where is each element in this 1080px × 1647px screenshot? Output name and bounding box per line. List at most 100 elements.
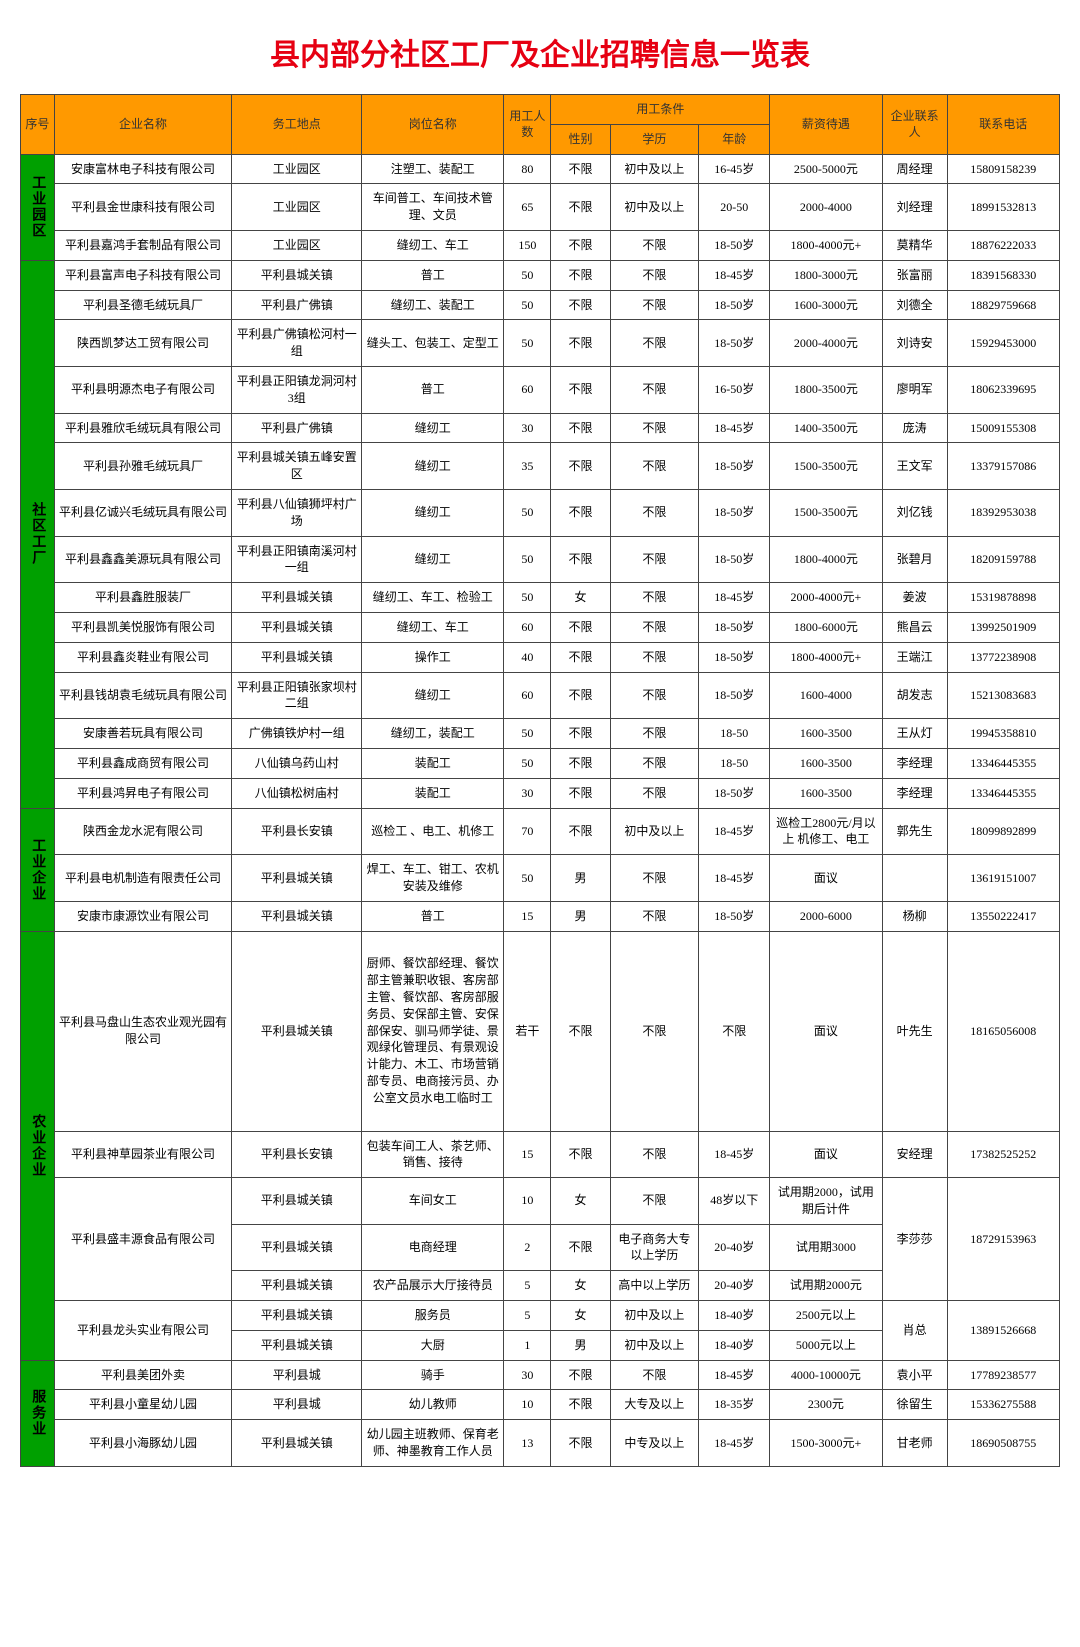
table-row: 服务业平利县美团外卖平利县城骑手30不限不限18-45岁4000-10000元袁… xyxy=(21,1360,1060,1390)
table-cell: 广佛镇铁炉村一组 xyxy=(232,719,362,749)
table-row: 平利县明源杰电子有限公司平利县正阳镇龙洞河村3组普工60不限不限16-50岁18… xyxy=(21,366,1060,413)
table-cell: 15929453000 xyxy=(947,320,1059,367)
table-cell: 王端江 xyxy=(882,642,947,672)
table-cell: 男 xyxy=(551,901,610,931)
table-cell: 18391568330 xyxy=(947,260,1059,290)
table-row: 平利县鑫胜服装厂平利县城关镇缝纫工、车工、检验工50女不限18-45岁2000-… xyxy=(21,583,1060,613)
table-cell: 平利县长安镇 xyxy=(232,1131,362,1178)
table-cell: 不限 xyxy=(551,1420,610,1467)
table-cell: 18-45岁 xyxy=(699,1131,770,1178)
table-cell: 50 xyxy=(504,855,551,902)
table-cell: 平利县长安镇 xyxy=(232,808,362,855)
table-cell: 平利县美团外卖 xyxy=(54,1360,231,1390)
table-cell: 不限 xyxy=(551,808,610,855)
table-cell: 18165056008 xyxy=(947,931,1059,1131)
table-cell: 刘德全 xyxy=(882,290,947,320)
table-cell: 廖明军 xyxy=(882,366,947,413)
table-cell: 平利县富声电子科技有限公司 xyxy=(54,260,231,290)
table-cell: 平利县城关镇 xyxy=(232,1224,362,1271)
table-cell: 13346445355 xyxy=(947,748,1059,778)
table-cell: 60 xyxy=(504,612,551,642)
table-cell: 18209159788 xyxy=(947,536,1059,583)
table-row: 平利县钱胡袁毛绒玩具有限公司平利县正阳镇张家坝村二组缝纫工60不限不限18-50… xyxy=(21,672,1060,719)
table-cell: 平利县电机制造有限责任公司 xyxy=(54,855,231,902)
table-cell: 15809158239 xyxy=(947,154,1059,184)
table-cell: 平利县城关镇 xyxy=(232,612,362,642)
table-cell: 18829759668 xyxy=(947,290,1059,320)
table-cell: 18-45岁 xyxy=(699,808,770,855)
table-cell: 莫精华 xyxy=(882,230,947,260)
table-cell: 普工 xyxy=(362,366,504,413)
table-row: 安康善若玩具有限公司广佛镇铁炉村一组缝纫工，装配工50不限不限18-501600… xyxy=(21,719,1060,749)
table-cell: 缝纫工、车工 xyxy=(362,612,504,642)
table-cell: 不限 xyxy=(551,230,610,260)
table-cell: 不限 xyxy=(551,642,610,672)
table-cell: 18-50岁 xyxy=(699,778,770,808)
table-cell: 安康善若玩具有限公司 xyxy=(54,719,231,749)
table-cell: 平利县金世康科技有限公司 xyxy=(54,184,231,231)
table-cell: 18-45岁 xyxy=(699,583,770,613)
table-cell: 1600-3500 xyxy=(770,778,882,808)
table-cell: 巡检工 、电工、机修工 xyxy=(362,808,504,855)
table-cell: 平利县城关镇 xyxy=(232,931,362,1131)
table-row: 社区工厂平利县富声电子科技有限公司平利县城关镇普工50不限不限18-45岁180… xyxy=(21,260,1060,290)
table-cell: 平利县八仙镇狮坪村广场 xyxy=(232,489,362,536)
table-cell: 13550222417 xyxy=(947,901,1059,931)
table-row: 农业企业平利县马盘山生态农业观光园有限公司平利县城关镇厨师、餐饮部经理、餐饮部主… xyxy=(21,931,1060,1131)
table-cell: 50 xyxy=(504,719,551,749)
table-cell: 2000-4000元 xyxy=(770,320,882,367)
table-row: 平利县神草园茶业有限公司平利县长安镇包装车间工人、茶艺师、销售、接待15不限不限… xyxy=(21,1131,1060,1178)
table-cell: 张富丽 xyxy=(882,260,947,290)
table-cell: 陕西金龙水泥有限公司 xyxy=(54,808,231,855)
table-cell: 13 xyxy=(504,1420,551,1467)
table-cell: 不限 xyxy=(610,320,699,367)
table-cell: 1600-3000元 xyxy=(770,290,882,320)
table-cell: 平利县城关镇 xyxy=(232,1271,362,1301)
table-cell: 平利县正阳镇南溪河村一组 xyxy=(232,536,362,583)
header-conditions: 用工条件 xyxy=(551,95,770,125)
table-row: 平利县鑫炎鞋业有限公司平利县城关镇操作工40不限不限18-50岁1800-400… xyxy=(21,642,1060,672)
table-cell: 平利县钱胡袁毛绒玩具有限公司 xyxy=(54,672,231,719)
table-cell: 车间女工 xyxy=(362,1178,504,1225)
table-cell: 1800-4000元 xyxy=(770,536,882,583)
table-cell: 4000-10000元 xyxy=(770,1360,882,1390)
table-cell: 巡检工2800元/月以上 机修工、电工 xyxy=(770,808,882,855)
table-row: 平利县鸿昇电子有限公司八仙镇松树庙村装配工30不限不限18-50岁1600-35… xyxy=(21,778,1060,808)
table-cell: 郭先生 xyxy=(882,808,947,855)
table-row: 平利县嘉鸿手套制品有限公司工业园区缝纫工、车工150不限不限18-50岁1800… xyxy=(21,230,1060,260)
table-cell: 18-50 xyxy=(699,748,770,778)
table-cell: 不限 xyxy=(610,778,699,808)
table-cell: 不限 xyxy=(610,901,699,931)
table-cell xyxy=(882,855,947,902)
table-cell: 18690508755 xyxy=(947,1420,1059,1467)
table-cell: 中专及以上 xyxy=(610,1420,699,1467)
table-cell: 平利县鑫鑫美源玩具有限公司 xyxy=(54,536,231,583)
table-cell: 不限 xyxy=(551,413,610,443)
table-cell: 13992501909 xyxy=(947,612,1059,642)
table-cell: 平利县圣德毛绒玩具厂 xyxy=(54,290,231,320)
table-cell: 不限 xyxy=(610,642,699,672)
header-age: 年龄 xyxy=(699,124,770,154)
table-cell: 16-50岁 xyxy=(699,366,770,413)
table-cell: 平利县鑫成商贸有限公司 xyxy=(54,748,231,778)
header-salary: 薪资待遇 xyxy=(770,95,882,155)
table-cell: 20-50 xyxy=(699,184,770,231)
table-cell: 不限 xyxy=(610,1178,699,1225)
table-cell: 缝纫工 xyxy=(362,536,504,583)
table-cell: 5000元以上 xyxy=(770,1330,882,1360)
table-cell: 不限 xyxy=(551,536,610,583)
table-cell: 平利县鸿昇电子有限公司 xyxy=(54,778,231,808)
table-cell: 18-45岁 xyxy=(699,260,770,290)
header-location: 务工地点 xyxy=(232,95,362,155)
table-cell: 普工 xyxy=(362,901,504,931)
table-cell: 35 xyxy=(504,443,551,490)
table-cell: 5 xyxy=(504,1271,551,1301)
table-cell: 平利县城关镇 xyxy=(232,855,362,902)
table-cell: 13379157086 xyxy=(947,443,1059,490)
table-cell: 包装车间工人、茶艺师、销售、接待 xyxy=(362,1131,504,1178)
table-cell: 18-50岁 xyxy=(699,230,770,260)
table-cell: 1600-3500 xyxy=(770,719,882,749)
table-cell: 缝纫工 xyxy=(362,413,504,443)
table-cell: 面议 xyxy=(770,1131,882,1178)
table-cell: 60 xyxy=(504,672,551,719)
